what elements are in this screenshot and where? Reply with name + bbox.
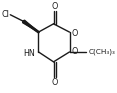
Text: O: O (71, 29, 78, 38)
Text: O: O (71, 47, 78, 56)
Text: HN: HN (23, 49, 35, 58)
Text: Cl: Cl (2, 10, 9, 19)
Text: O: O (51, 78, 58, 87)
Text: O: O (51, 2, 58, 11)
Polygon shape (22, 20, 38, 32)
Text: C(CH₃)₃: C(CH₃)₃ (88, 49, 115, 55)
